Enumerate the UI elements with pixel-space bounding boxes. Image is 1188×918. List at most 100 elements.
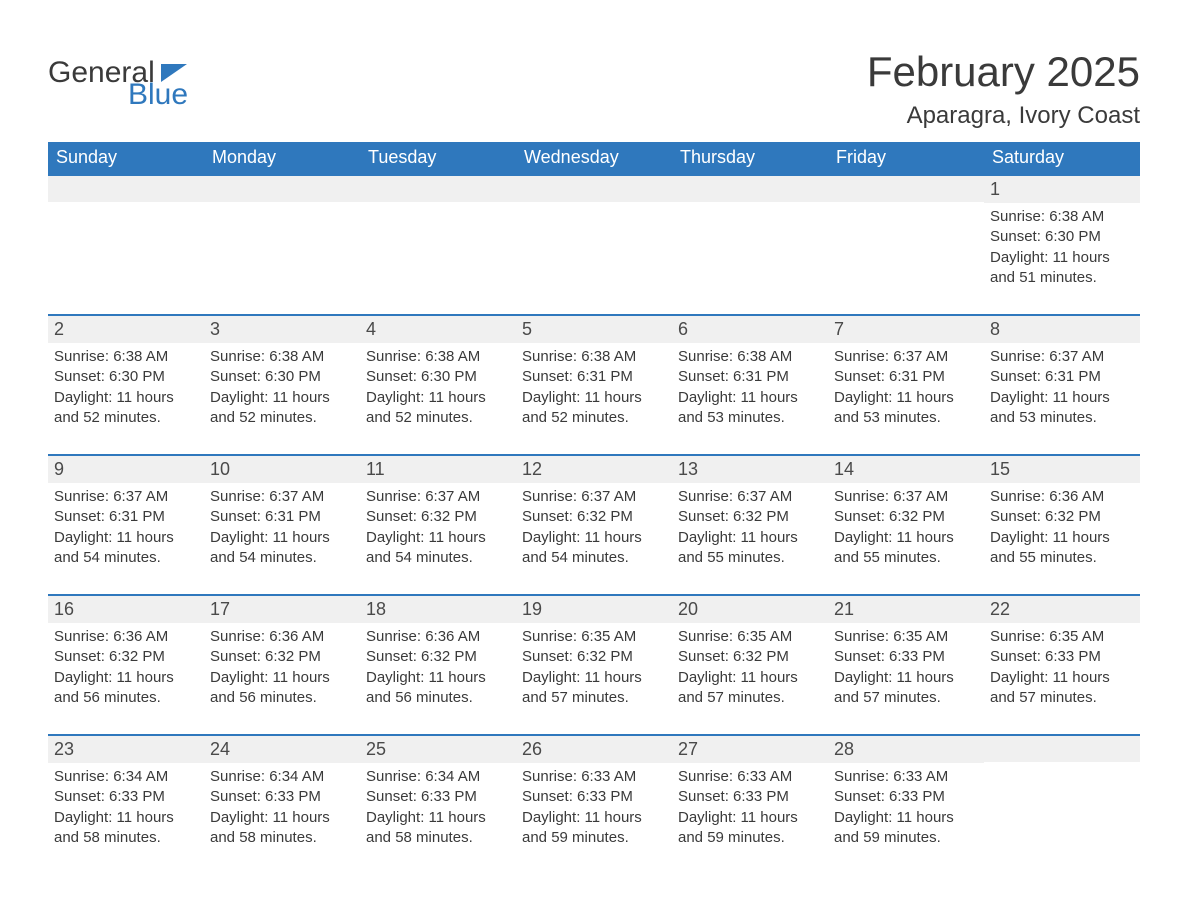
day-cell: 19Sunrise: 6:35 AMSunset: 6:32 PMDayligh… — [516, 596, 672, 716]
day-cell: 5Sunrise: 6:38 AMSunset: 6:31 PMDaylight… — [516, 316, 672, 436]
day-cell — [672, 176, 828, 296]
day-cell: 17Sunrise: 6:36 AMSunset: 6:32 PMDayligh… — [204, 596, 360, 716]
sunset-text: Sunset: 6:32 PM — [522, 507, 666, 527]
daylight-text: Daylight: 11 hours and 52 minutes. — [366, 388, 510, 429]
sunrise-text: Sunrise: 6:34 AM — [54, 767, 198, 787]
sunrise-text: Sunrise: 6:37 AM — [366, 487, 510, 507]
day-number: 15 — [984, 456, 1140, 483]
day-details: Sunrise: 6:34 AMSunset: 6:33 PMDaylight:… — [360, 763, 516, 852]
day-number: 6 — [672, 316, 828, 343]
week-row: 23Sunrise: 6:34 AMSunset: 6:33 PMDayligh… — [48, 734, 1140, 856]
sunrise-text: Sunrise: 6:38 AM — [366, 347, 510, 367]
daylight-text: Daylight: 11 hours and 59 minutes. — [522, 808, 666, 849]
day-number — [48, 176, 204, 202]
day-number: 16 — [48, 596, 204, 623]
day-number — [828, 176, 984, 202]
day-number: 12 — [516, 456, 672, 483]
day-details: Sunrise: 6:35 AMSunset: 6:33 PMDaylight:… — [828, 623, 984, 712]
day-number: 20 — [672, 596, 828, 623]
day-cell: 25Sunrise: 6:34 AMSunset: 6:33 PMDayligh… — [360, 736, 516, 856]
day-cell: 12Sunrise: 6:37 AMSunset: 6:32 PMDayligh… — [516, 456, 672, 576]
day-cell: 6Sunrise: 6:38 AMSunset: 6:31 PMDaylight… — [672, 316, 828, 436]
calendar-page: General Blue February 2025 Aparagra, Ivo… — [0, 0, 1188, 896]
sunrise-text: Sunrise: 6:37 AM — [834, 347, 978, 367]
daylight-text: Daylight: 11 hours and 56 minutes. — [210, 668, 354, 709]
daylight-text: Daylight: 11 hours and 52 minutes. — [210, 388, 354, 429]
sunrise-text: Sunrise: 6:36 AM — [366, 627, 510, 647]
weekday-header: Wednesday — [516, 142, 672, 174]
day-details: Sunrise: 6:34 AMSunset: 6:33 PMDaylight:… — [204, 763, 360, 852]
sunset-text: Sunset: 6:31 PM — [522, 367, 666, 387]
page-subtitle: Aparagra, Ivory Coast — [867, 102, 1140, 130]
day-details: Sunrise: 6:37 AMSunset: 6:31 PMDaylight:… — [984, 343, 1140, 432]
sunset-text: Sunset: 6:32 PM — [678, 507, 822, 527]
day-number: 3 — [204, 316, 360, 343]
daylight-text: Daylight: 11 hours and 56 minutes. — [366, 668, 510, 709]
sunset-text: Sunset: 6:32 PM — [210, 647, 354, 667]
day-details: Sunrise: 6:38 AMSunset: 6:30 PMDaylight:… — [984, 203, 1140, 292]
day-number: 9 — [48, 456, 204, 483]
sunset-text: Sunset: 6:31 PM — [54, 507, 198, 527]
daylight-text: Daylight: 11 hours and 57 minutes. — [990, 668, 1134, 709]
page-title: February 2025 — [867, 48, 1140, 96]
daylight-text: Daylight: 11 hours and 53 minutes. — [990, 388, 1134, 429]
weekday-header: Thursday — [672, 142, 828, 174]
day-cell — [828, 176, 984, 296]
day-cell: 10Sunrise: 6:37 AMSunset: 6:31 PMDayligh… — [204, 456, 360, 576]
day-details: Sunrise: 6:37 AMSunset: 6:32 PMDaylight:… — [672, 483, 828, 572]
day-cell: 14Sunrise: 6:37 AMSunset: 6:32 PMDayligh… — [828, 456, 984, 576]
weekday-header-row: Sunday Monday Tuesday Wednesday Thursday… — [48, 142, 1140, 174]
day-cell: 26Sunrise: 6:33 AMSunset: 6:33 PMDayligh… — [516, 736, 672, 856]
day-number: 19 — [516, 596, 672, 623]
day-cell: 4Sunrise: 6:38 AMSunset: 6:30 PMDaylight… — [360, 316, 516, 436]
sunrise-text: Sunrise: 6:38 AM — [54, 347, 198, 367]
daylight-text: Daylight: 11 hours and 51 minutes. — [990, 248, 1134, 289]
sunset-text: Sunset: 6:32 PM — [678, 647, 822, 667]
weeks-container: 1Sunrise: 6:38 AMSunset: 6:30 PMDaylight… — [48, 174, 1140, 856]
daylight-text: Daylight: 11 hours and 57 minutes. — [678, 668, 822, 709]
sunset-text: Sunset: 6:33 PM — [834, 647, 978, 667]
daylight-text: Daylight: 11 hours and 57 minutes. — [834, 668, 978, 709]
sunset-text: Sunset: 6:32 PM — [522, 647, 666, 667]
sunrise-text: Sunrise: 6:34 AM — [366, 767, 510, 787]
day-cell: 13Sunrise: 6:37 AMSunset: 6:32 PMDayligh… — [672, 456, 828, 576]
sunset-text: Sunset: 6:30 PM — [366, 367, 510, 387]
daylight-text: Daylight: 11 hours and 53 minutes. — [834, 388, 978, 429]
sunrise-text: Sunrise: 6:37 AM — [54, 487, 198, 507]
day-number — [672, 176, 828, 202]
sunrise-text: Sunrise: 6:38 AM — [210, 347, 354, 367]
sunset-text: Sunset: 6:30 PM — [54, 367, 198, 387]
day-details: Sunrise: 6:38 AMSunset: 6:31 PMDaylight:… — [516, 343, 672, 432]
daylight-text: Daylight: 11 hours and 54 minutes. — [210, 528, 354, 569]
sunrise-text: Sunrise: 6:33 AM — [834, 767, 978, 787]
day-number: 18 — [360, 596, 516, 623]
weekday-header: Tuesday — [360, 142, 516, 174]
sunset-text: Sunset: 6:33 PM — [210, 787, 354, 807]
sunset-text: Sunset: 6:33 PM — [366, 787, 510, 807]
title-block: February 2025 Aparagra, Ivory Coast — [867, 48, 1140, 130]
day-details: Sunrise: 6:36 AMSunset: 6:32 PMDaylight:… — [48, 623, 204, 712]
day-number: 22 — [984, 596, 1140, 623]
day-details: Sunrise: 6:33 AMSunset: 6:33 PMDaylight:… — [516, 763, 672, 852]
day-details: Sunrise: 6:37 AMSunset: 6:32 PMDaylight:… — [516, 483, 672, 572]
day-details: Sunrise: 6:33 AMSunset: 6:33 PMDaylight:… — [828, 763, 984, 852]
daylight-text: Daylight: 11 hours and 59 minutes. — [834, 808, 978, 849]
day-number: 1 — [984, 176, 1140, 203]
day-cell: 18Sunrise: 6:36 AMSunset: 6:32 PMDayligh… — [360, 596, 516, 716]
day-number: 8 — [984, 316, 1140, 343]
day-cell: 8Sunrise: 6:37 AMSunset: 6:31 PMDaylight… — [984, 316, 1140, 436]
day-details: Sunrise: 6:38 AMSunset: 6:31 PMDaylight:… — [672, 343, 828, 432]
sunrise-text: Sunrise: 6:38 AM — [990, 207, 1134, 227]
sunset-text: Sunset: 6:31 PM — [210, 507, 354, 527]
sunrise-text: Sunrise: 6:35 AM — [522, 627, 666, 647]
day-number: 25 — [360, 736, 516, 763]
logo-word2: Blue — [128, 80, 188, 110]
day-cell — [204, 176, 360, 296]
weekday-header: Sunday — [48, 142, 204, 174]
day-details: Sunrise: 6:37 AMSunset: 6:31 PMDaylight:… — [48, 483, 204, 572]
day-cell — [48, 176, 204, 296]
day-details: Sunrise: 6:37 AMSunset: 6:32 PMDaylight:… — [828, 483, 984, 572]
day-number — [204, 176, 360, 202]
sunrise-text: Sunrise: 6:37 AM — [834, 487, 978, 507]
week-row: 9Sunrise: 6:37 AMSunset: 6:31 PMDaylight… — [48, 454, 1140, 576]
